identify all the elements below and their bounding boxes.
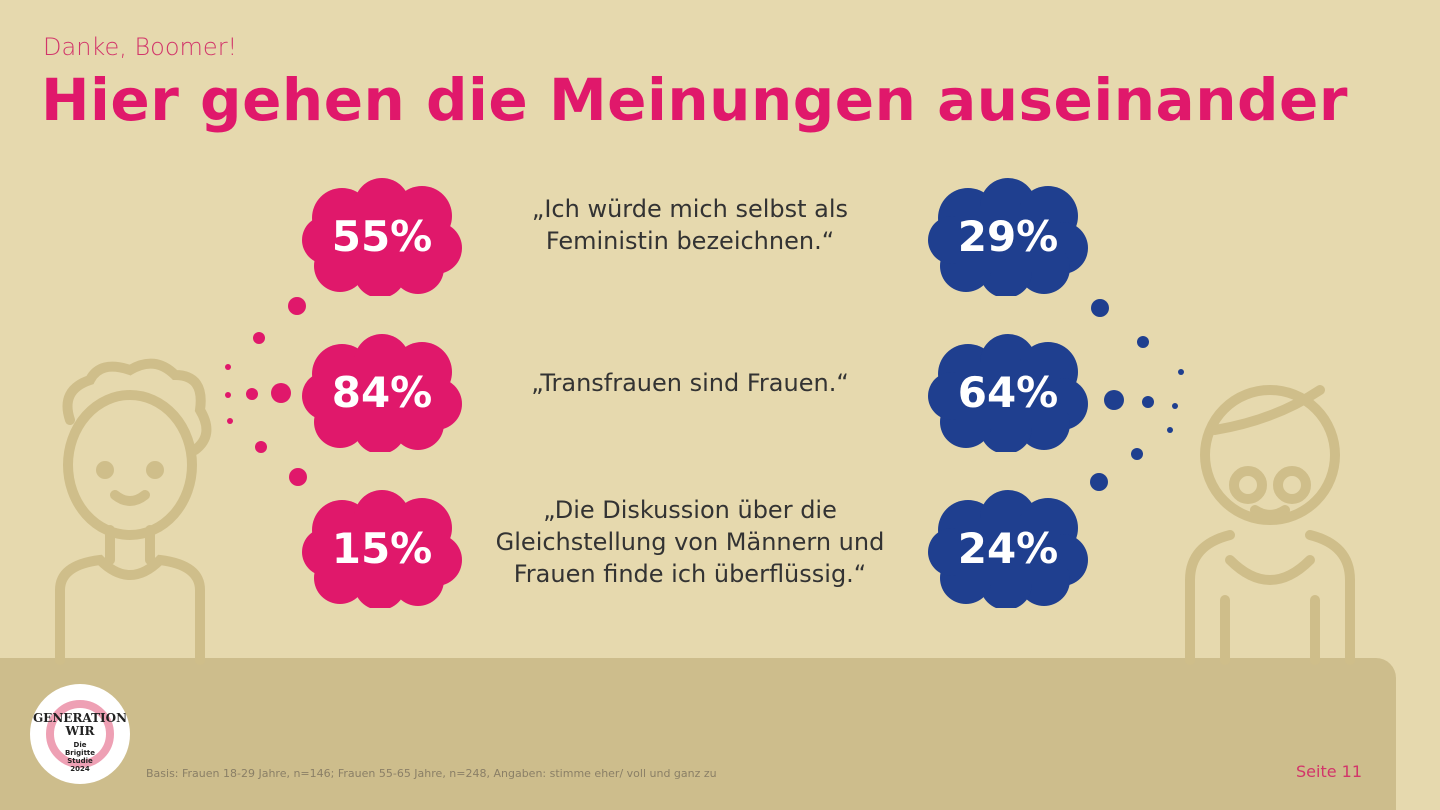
old-percent: 24% [957,523,1059,573]
old-cloud-3: 24% [926,488,1090,608]
speech-dots-young [225,297,307,486]
page-title: Hier gehen die Meinungen auseinander [41,66,1348,134]
generation-wir-logo: GENERATION WIR Die Brigitte Studie 2024 [30,684,130,784]
old-percent: 29% [957,211,1059,261]
page-number: Seite 11 [1296,762,1363,781]
young-cloud-1: 55% [300,176,464,296]
basis-note: Basis: Frauen 18-29 Jahre, n=146; Frauen… [146,767,717,780]
statement-2: „Transfrauen sind Frauen.“ [531,369,849,397]
young-percent: 15% [331,523,433,573]
young-cloud-2: 84% [300,332,464,452]
footer-band [0,658,1396,810]
statement-3: „Die Diskussion über die Gleichstellung … [495,496,885,588]
kicker: Danke, Boomer! [43,33,238,61]
old-cloud-1: 29% [926,176,1090,296]
young-percent: 84% [331,367,433,417]
old-cloud-2: 64% [926,332,1090,452]
young-woman-icon [55,358,212,665]
young-cloud-3: 15% [300,488,464,608]
old-percent: 64% [957,367,1059,417]
older-woman-icon [1185,385,1355,665]
young-percent: 55% [331,211,433,261]
statement-1: „Ich würde mich selbst als Feministin be… [531,195,849,255]
speech-dots-old [1090,299,1184,491]
